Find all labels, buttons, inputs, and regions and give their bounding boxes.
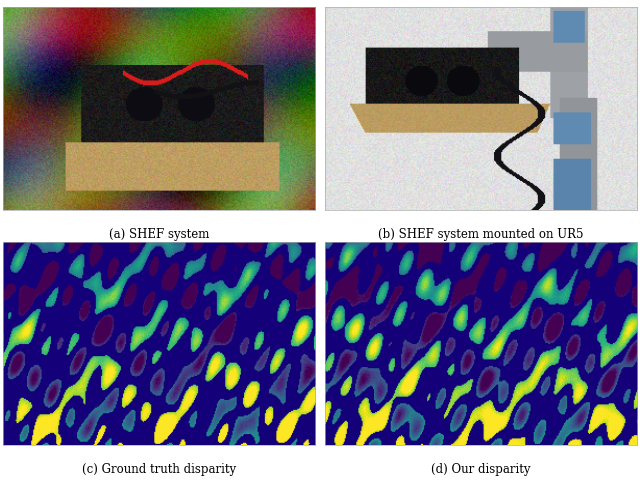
Text: (d) Our disparity: (d) Our disparity	[431, 463, 531, 476]
Text: (c) Ground truth disparity: (c) Ground truth disparity	[82, 463, 236, 476]
Text: (a) SHEF system: (a) SHEF system	[109, 228, 209, 241]
Text: (b) SHEF system mounted on UR5: (b) SHEF system mounted on UR5	[378, 228, 584, 241]
